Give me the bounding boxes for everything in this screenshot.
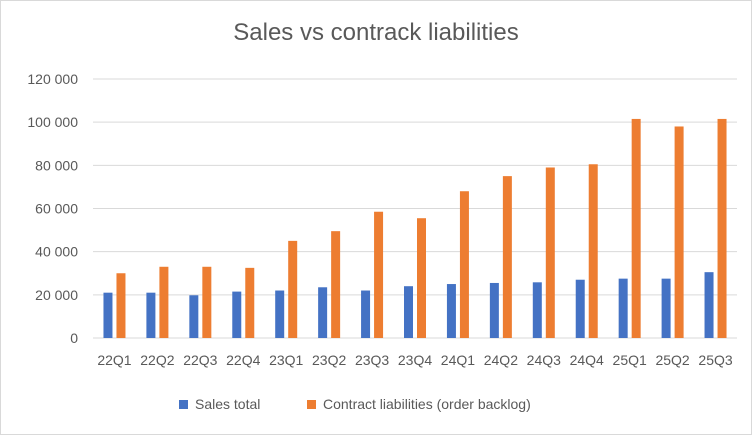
- bar: [618, 278, 628, 338]
- bar: [446, 284, 456, 338]
- x-tick-label: 25Q1: [613, 352, 647, 368]
- bar: [631, 118, 641, 338]
- x-tick-label: 22Q1: [97, 352, 131, 368]
- bar: [361, 290, 371, 338]
- bar: [417, 218, 426, 338]
- bar: [502, 176, 512, 338]
- bar: [318, 287, 328, 338]
- y-tick-label: 40 000: [35, 244, 78, 260]
- bar: [232, 291, 242, 338]
- bar: [374, 211, 384, 338]
- y-tick-label: 100 000: [27, 114, 78, 130]
- x-tick-label: 24Q3: [527, 352, 561, 368]
- bar: [146, 292, 156, 338]
- bar: [275, 290, 285, 338]
- bars: [103, 118, 727, 338]
- bar: [489, 282, 499, 338]
- bar: [288, 240, 298, 338]
- bar: [159, 266, 169, 338]
- x-tick-label: 23Q2: [312, 352, 346, 368]
- bar: [575, 279, 585, 338]
- y-axis-tick-labels: 0 20 000 40 000 60 000 80 000 100 000 120 000: [27, 71, 78, 346]
- bar: [459, 191, 469, 338]
- bar: [245, 267, 255, 338]
- bar: [717, 118, 727, 338]
- x-tick-label: 23Q4: [398, 352, 432, 368]
- bar: [404, 286, 413, 338]
- bar: [661, 278, 671, 338]
- y-tick-label: 80 000: [35, 157, 78, 173]
- x-tick-label: 24Q2: [484, 352, 518, 368]
- bar: [532, 282, 542, 338]
- x-tick-label: 22Q2: [140, 352, 174, 368]
- bar: [189, 295, 199, 338]
- bar: [674, 126, 684, 338]
- chart-title: Sales vs contrack liabilities: [233, 19, 519, 46]
- legend-swatch: [307, 400, 316, 409]
- bar: [588, 164, 598, 338]
- legend-label: Contract liabilities (order backlog): [323, 396, 531, 412]
- x-tick-label: 22Q3: [183, 352, 217, 368]
- bar: [704, 272, 714, 338]
- x-tick-label: 23Q1: [269, 352, 303, 368]
- bar: [103, 292, 113, 338]
- x-tick-label: 22Q4: [226, 352, 260, 368]
- y-tick-label: 0: [70, 330, 78, 346]
- bar: [116, 273, 126, 338]
- bar: [545, 167, 555, 338]
- gridlines: [93, 78, 737, 339]
- y-tick-label: 20 000: [35, 287, 78, 303]
- y-tick-label: 60 000: [35, 201, 78, 217]
- legend-label: Sales total: [195, 396, 260, 412]
- x-tick-label: 25Q2: [655, 352, 689, 368]
- legend-swatch: [179, 400, 188, 409]
- x-tick-label: 23Q3: [355, 352, 389, 368]
- y-tick-label: 120 000: [27, 71, 78, 87]
- x-tick-label: 24Q1: [441, 352, 475, 368]
- x-tick-label: 25Q3: [698, 352, 732, 368]
- x-axis-tick-labels: 22Q1 22Q2 22Q3 22Q4 23Q1 23Q2 23Q3 23Q4 24Q1 24Q2…: [97, 352, 733, 368]
- x-tick-label: 24Q4: [570, 352, 604, 368]
- bar: [202, 266, 212, 338]
- legend: Sales total Contract liabilities (order b…: [179, 396, 531, 412]
- bar: [331, 231, 341, 338]
